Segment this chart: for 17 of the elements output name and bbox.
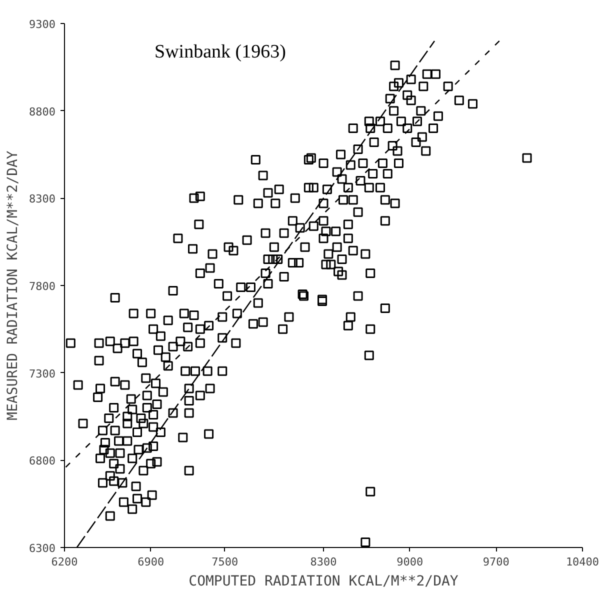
x-tick-label: 6200 (51, 556, 78, 568)
y-tick-label: 8300 (29, 192, 56, 206)
x-tick-label: 8300 (310, 556, 337, 568)
x-axis-title: COMPUTED RADIATION KCAL/M**2/DAY (188, 574, 459, 590)
y-tick-label: 6300 (29, 542, 56, 555)
y-tick-label: 6800 (29, 454, 56, 468)
x-tick-label: 7500 (212, 556, 238, 568)
y-tick-label: 8800 (29, 105, 56, 118)
x-tick-label: 6900 (138, 556, 164, 568)
y-tick-label: 7300 (29, 367, 56, 380)
x-tick-label: 9000 (396, 556, 424, 568)
annotation: Swinbank (1963) (154, 42, 286, 62)
y-tick-label: 9300 (29, 18, 56, 31)
x-tick-label: 9700 (482, 556, 510, 568)
y-axis-title: MEASURED RADIATION KCAL/M**2/DAY (5, 150, 22, 420)
y-tick-label: 7800 (29, 280, 56, 293)
x-tick-label: 10400 (566, 556, 600, 568)
